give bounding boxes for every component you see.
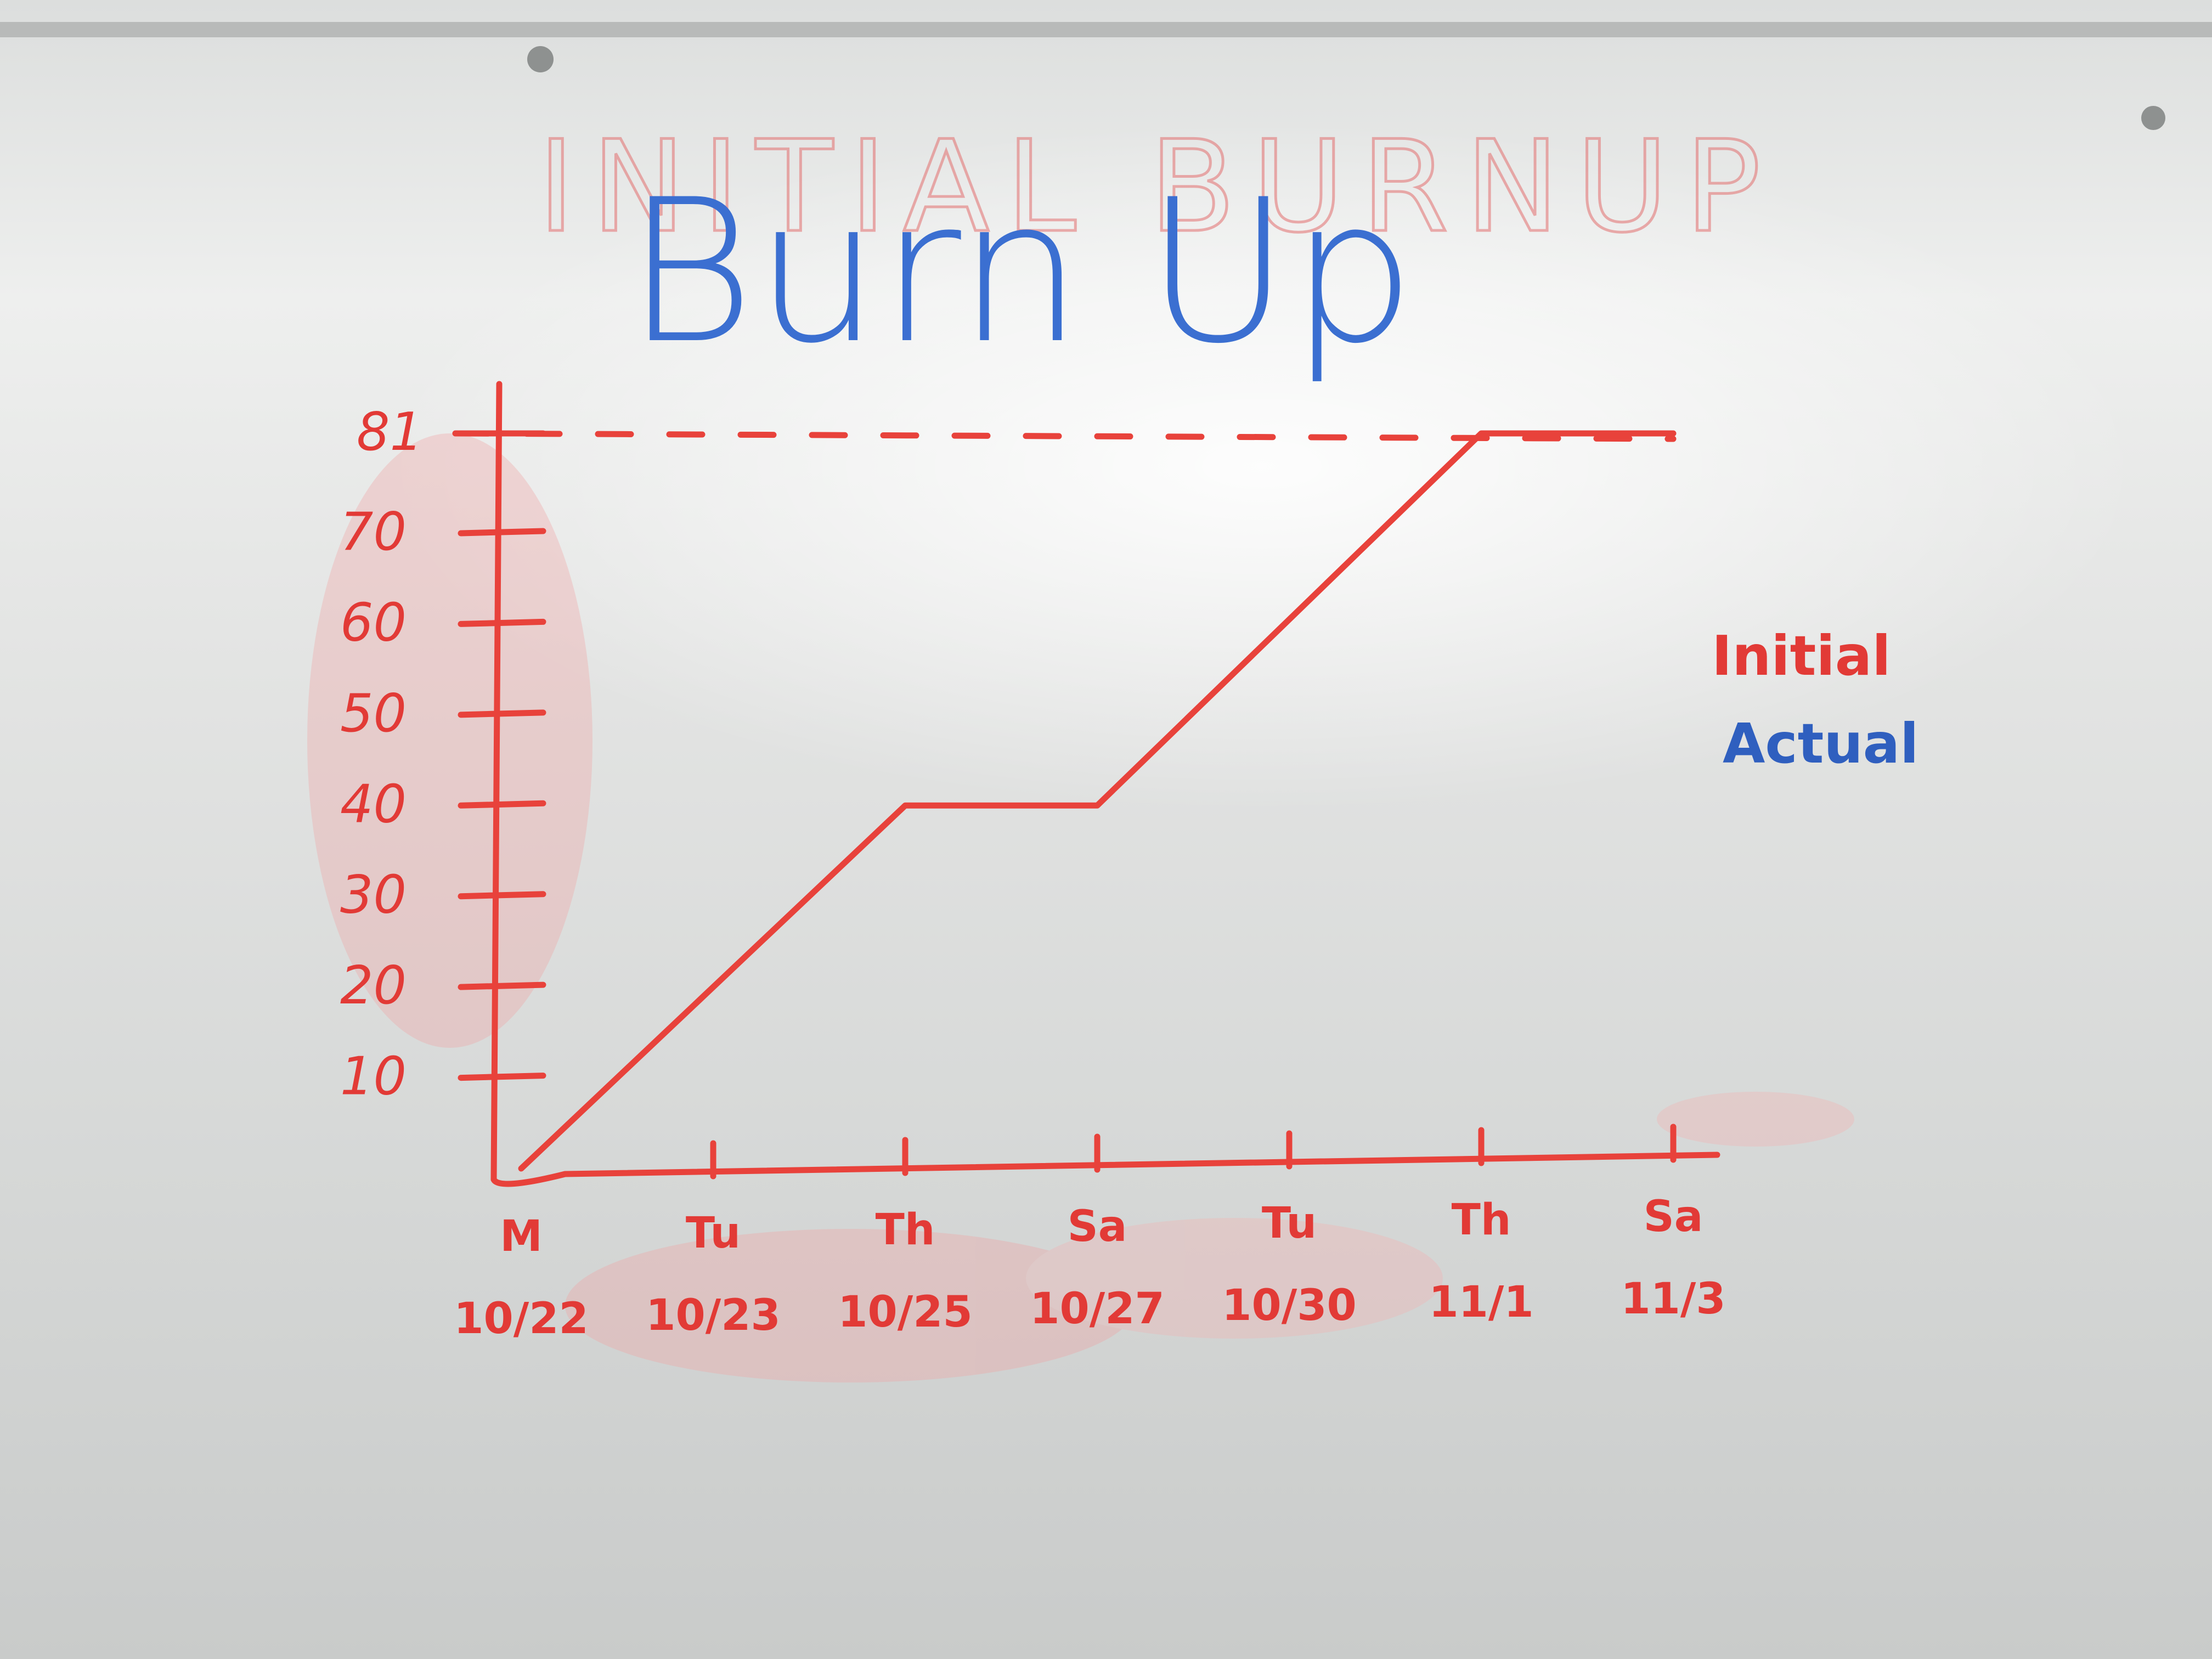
scope-label: 81 [357,402,423,462]
x-ticks: M 10/22 Tu 10/23 Th 10/25 Sa 10/27 Tu 10/30 Th 11/1… [454,1124,1726,1344]
x-tick-day: Tu [686,1209,741,1258]
axis-lines [490,381,1720,1187]
x-tick-date: 10/25 [838,1288,973,1337]
ghost-title: INITIAL BURNUP [538,114,1778,261]
series-line [518,430,1677,1172]
y-tick-label: 40 [340,774,407,834]
x-tick-day: Th [1452,1195,1511,1245]
y-tick [458,800,546,809]
chart-title: Burn Up [625,157,1415,387]
x-tick-day: Tu [1262,1199,1317,1248]
y-tick [458,981,546,990]
y-tick-label: 50 [340,684,407,744]
x-tick-day: Sa [1068,1202,1127,1251]
x-tick-date: 10/30 [1222,1281,1357,1330]
y-tick [458,1073,546,1081]
scope-dashed-line [452,430,1677,442]
y-tick-label: 10 [340,1047,407,1107]
x-tick-day: Sa [1644,1192,1703,1242]
x-tick-day: Th [876,1205,935,1255]
board-rail [0,22,2212,37]
series-layer [518,430,1677,1172]
x-tick-date: 11/3 [1621,1274,1725,1324]
y-tick [458,618,546,627]
y-tick-label: 30 [340,865,407,926]
scope-line: 81 [357,402,1677,462]
rail-screw [2141,106,2165,130]
y-tick [458,709,546,718]
y-tick [458,528,546,537]
legend-actual: Actual [1723,712,1918,776]
y-tick-label: 70 [340,502,407,562]
y-tick [458,891,546,900]
x-tick-date: 10/22 [454,1294,589,1344]
rail-screw [527,46,554,72]
y-ticks: 10 20 30 40 50 60 70 [340,502,546,1107]
chart-axes [490,381,1720,1187]
y-tick-label: 20 [340,956,407,1016]
x-tick-date: 11/1 [1429,1278,1533,1327]
x-tick-day: M [500,1212,543,1261]
legend-initial: Initial [1712,624,1891,688]
x-tick-date: 10/23 [646,1291,781,1340]
x-tick-date: 10/27 [1030,1284,1165,1334]
erased-smudges [307,433,1854,1383]
y-tick-label: 60 [340,592,407,653]
